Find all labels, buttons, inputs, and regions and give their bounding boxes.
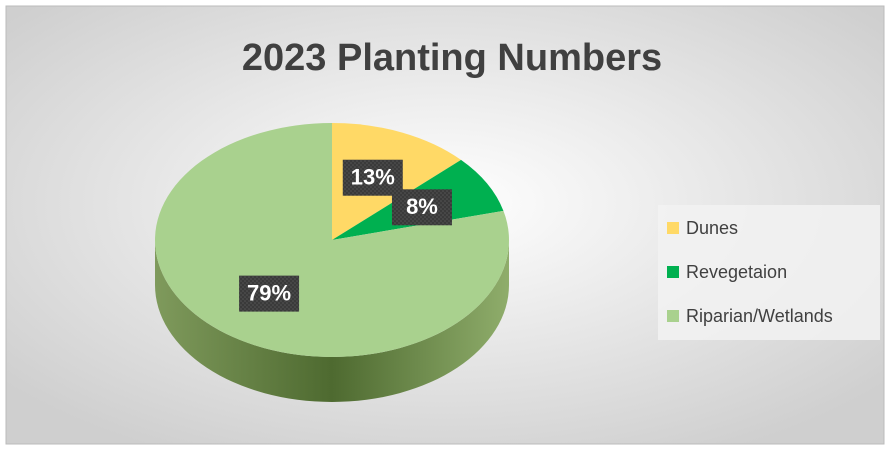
data-label-box [391, 189, 452, 226]
data-label: 8% [406, 194, 438, 219]
legend-swatch [667, 266, 679, 278]
chart-title: 2023 Planting Numbers [242, 37, 662, 79]
legend-label: Revegetaion [686, 262, 787, 282]
legend-swatch [667, 310, 679, 322]
pie-side [155, 240, 509, 402]
legend [658, 205, 880, 340]
legend-label: Riparian/Wetlands [686, 306, 833, 326]
data-label: 13% [351, 165, 395, 190]
legend-swatch [667, 222, 679, 234]
data-label: 79% [247, 280, 291, 305]
legend-label: Dunes [686, 218, 738, 238]
data-label-box [239, 275, 300, 312]
